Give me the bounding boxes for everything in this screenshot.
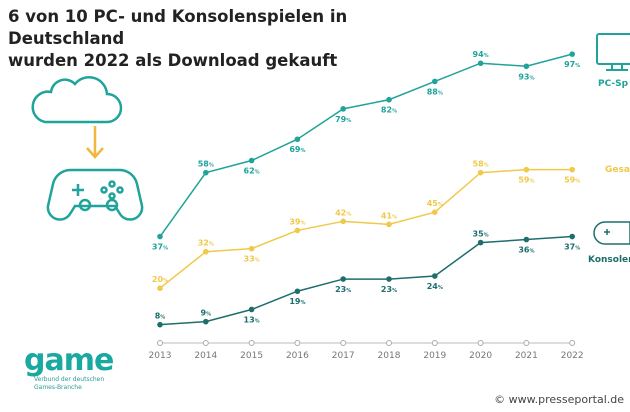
monitor-icon <box>596 33 630 71</box>
gamepad-icon <box>46 168 144 221</box>
x-tick-label: 2013 <box>149 351 172 361</box>
data-label: 19% <box>289 297 305 306</box>
data-point <box>569 166 575 173</box>
data-point <box>294 227 301 234</box>
data-label: 32% <box>198 239 214 248</box>
data-point <box>157 285 163 292</box>
legend-label: PC-Sp <box>598 79 629 89</box>
data-label: 37% <box>152 243 168 252</box>
data-label: 37% <box>564 243 580 252</box>
x-tick-label: 2015 <box>240 351 263 361</box>
data-label: 23% <box>381 285 397 294</box>
data-point <box>569 51 575 57</box>
data-label: 20% <box>152 275 168 284</box>
data-label: 9% <box>201 309 212 318</box>
data-point <box>294 136 301 143</box>
data-label: 45% <box>427 199 443 208</box>
series-line <box>159 53 573 237</box>
data-label: 42% <box>335 208 351 217</box>
x-tick-label: 2017 <box>332 351 355 361</box>
data-point <box>569 233 575 240</box>
data-point <box>248 245 255 252</box>
x-tick <box>523 340 530 346</box>
data-label: 41% <box>381 211 397 220</box>
x-tick <box>340 340 347 346</box>
x-tick <box>248 340 255 346</box>
x-tick <box>569 340 576 346</box>
data-point <box>248 157 255 164</box>
data-point <box>386 221 392 228</box>
x-tick-label: 2019 <box>423 351 446 361</box>
data-point <box>523 236 530 243</box>
data-label: 97% <box>564 60 580 69</box>
data-label: 93% <box>518 72 534 81</box>
data-point <box>477 60 484 67</box>
data-label: 23% <box>335 285 351 294</box>
data-point <box>432 209 438 215</box>
x-tick <box>157 340 163 346</box>
data-label: 59% <box>518 176 534 185</box>
x-tick-label: 2020 <box>469 351 492 361</box>
data-point <box>340 106 347 112</box>
data-point <box>432 273 438 279</box>
data-label: 69% <box>289 145 305 154</box>
cloud-download-icon <box>31 76 123 159</box>
data-label: 13% <box>244 315 260 324</box>
credit: © www.presseportal.de <box>494 393 624 406</box>
data-label: 58% <box>198 160 214 169</box>
x-tick-label: 2014 <box>194 351 217 361</box>
data-label: 58% <box>473 160 489 169</box>
data-point <box>340 218 347 225</box>
data-label: 36% <box>518 246 534 255</box>
data-label: 59% <box>564 176 580 185</box>
data-point <box>203 169 209 176</box>
data-point <box>340 276 347 282</box>
series-line <box>159 168 573 289</box>
data-label: 24% <box>427 282 443 291</box>
data-point <box>477 169 484 176</box>
data-label: 94% <box>473 50 489 59</box>
legend-label: Konsolen <box>588 255 630 265</box>
x-tick-label: 2016 <box>286 351 309 361</box>
data-label: 62% <box>244 167 260 176</box>
data-point <box>157 321 163 328</box>
data-label: 79% <box>335 115 351 124</box>
data-point <box>477 239 484 246</box>
data-label: 88% <box>427 87 443 96</box>
game-logo: game Verbund der deutschen Games-Branche <box>24 343 114 392</box>
data-point <box>523 63 530 70</box>
data-point <box>386 96 392 103</box>
x-tick-label: 2018 <box>378 351 401 361</box>
x-tick <box>294 340 301 346</box>
data-label: 33% <box>244 255 260 264</box>
data-label: 82% <box>381 106 397 115</box>
x-tick <box>386 340 392 346</box>
data-label: 8% <box>155 312 166 321</box>
x-tick <box>431 340 438 346</box>
legend-label: Gesa <box>605 165 630 175</box>
x-tick-label: 2022 <box>561 351 584 361</box>
data-point <box>432 78 438 85</box>
x-tick <box>202 340 209 346</box>
x-tick <box>477 340 484 346</box>
chart-title: 6 von 10 PC- und Konsolenspielen in Deut… <box>8 7 348 70</box>
data-label: 35% <box>473 230 489 239</box>
data-point <box>157 233 163 240</box>
series-line <box>159 235 573 326</box>
data-point <box>203 318 209 325</box>
data-label: 39% <box>289 217 305 226</box>
data-point <box>203 248 209 255</box>
data-point <box>248 306 255 313</box>
gamepad-small-icon <box>593 221 630 245</box>
data-point <box>523 166 530 173</box>
x-tick-label: 2021 <box>515 351 538 361</box>
data-point <box>386 276 392 282</box>
data-point <box>294 288 301 295</box>
